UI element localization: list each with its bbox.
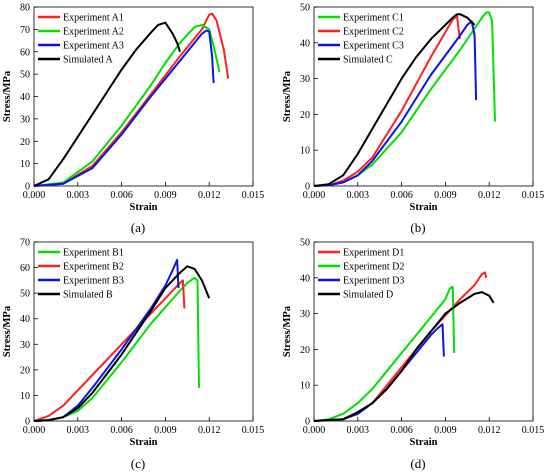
x-tick-label: 0.009 <box>434 190 457 201</box>
legend-label: Experiment B2 <box>63 262 124 273</box>
y-tick-label: 10 <box>300 381 310 392</box>
legend-label: Simulated D <box>343 290 393 301</box>
chart-panel-1: 0.000 0.003 0.006 0.009 0.012 0.015 0 10 20 30 40 5… <box>2 3 264 236</box>
chart-panel-3: 0.000 0.003 0.006 0.009 0.012 0.015 0 10 20 30 40 5… <box>2 238 264 472</box>
y-tick-label: 80 <box>20 3 30 14</box>
x-axis-title: Strain <box>129 202 157 213</box>
legend-label: Experiment D1 <box>343 248 404 259</box>
y-tick-label: 0 <box>25 417 30 428</box>
y-tick-label: 60 <box>20 47 30 58</box>
y-tick-label: 0 <box>305 417 310 428</box>
y-tick-label: 50 <box>20 70 30 81</box>
series-line-simulated-d <box>313 291 495 422</box>
y-tick-label: 10 <box>20 159 30 170</box>
x-tick-label: 0.012 <box>478 425 501 436</box>
plot-frame <box>33 241 254 422</box>
legend-label: Simulated B <box>63 290 113 301</box>
legend-label: Experiment D3 <box>343 276 404 287</box>
y-tick-label: 20 <box>20 365 30 376</box>
panel-label: (c) <box>131 456 145 471</box>
x-tick-label: 0.003 <box>67 425 90 436</box>
series-line-experiment-a3 <box>33 29 215 187</box>
chart-panel-2: 0.000 0.003 0.006 0.009 0.012 0.015 0 10 20 30 40 5… <box>282 3 544 236</box>
x-tick-label: 0.006 <box>390 190 413 201</box>
y-tick-label: 10 <box>300 146 310 157</box>
y-tick-label: 60 <box>20 263 30 274</box>
x-tick-label: 0.009 <box>154 190 177 201</box>
y-tick-label: 40 <box>300 38 310 49</box>
series-line-simulated-b <box>33 265 211 422</box>
y-tick-label: 70 <box>20 238 30 249</box>
x-tick-label: 0.000 <box>23 425 46 436</box>
y-tick-label: 0 <box>305 182 310 193</box>
y-tick-label: 20 <box>300 110 310 121</box>
y-tick-label: 10 <box>20 391 30 402</box>
x-tick-label: 0.009 <box>154 425 177 436</box>
y-axis-title: Stress/MPa <box>282 305 293 357</box>
y-tick-label: 70 <box>20 25 30 36</box>
series-line-experiment-d2 <box>313 285 456 422</box>
x-tick-label: 0.003 <box>347 425 370 436</box>
plot-frame <box>313 6 534 187</box>
x-axis-title: Strain <box>129 437 157 448</box>
y-axis-title: Stress/MPa <box>2 70 13 122</box>
legend-label: Experiment C3 <box>343 41 404 52</box>
y-tick-label: 30 <box>300 74 310 85</box>
y-tick-label: 40 <box>20 314 30 325</box>
y-tick-label: 20 <box>20 137 30 148</box>
x-axis-title: Strain <box>409 437 437 448</box>
x-tick-label: 0.006 <box>110 190 133 201</box>
y-tick-label: 30 <box>20 340 30 351</box>
panel-label: (b) <box>410 220 425 235</box>
series-line-simulated-c <box>313 13 476 187</box>
panel-label: (a) <box>131 220 145 235</box>
y-tick-label: 20 <box>300 345 310 356</box>
x-tick-label: 0.003 <box>347 190 370 201</box>
legend-label: Experiment C2 <box>343 27 404 38</box>
chart-panel-4: 0.000 0.003 0.006 0.009 0.012 0.015 0 10 20 30 40 5… <box>282 238 544 472</box>
legend-label: Experiment A3 <box>63 41 124 52</box>
y-tick-label: 40 <box>20 92 30 103</box>
y-axis-title: Stress/MPa <box>2 305 13 357</box>
series-line-experiment-c1 <box>313 11 496 187</box>
series-line-experiment-b2 <box>33 279 186 422</box>
y-tick-label: 40 <box>300 273 310 284</box>
x-tick-label: 0.006 <box>390 425 413 436</box>
x-tick-label: 0.003 <box>67 190 90 201</box>
plot-frame <box>313 241 534 422</box>
y-tick-label: 50 <box>300 3 310 14</box>
y-tick-label: 50 <box>300 238 310 249</box>
x-tick-label: 0.015 <box>242 425 265 436</box>
x-tick-label: 0.006 <box>110 425 133 436</box>
x-tick-label: 0.000 <box>303 425 326 436</box>
x-tick-label: 0.012 <box>198 190 221 201</box>
legend-label: Simulated C <box>343 55 393 66</box>
x-tick-label: 0.000 <box>303 190 326 201</box>
series-line-experiment-c2 <box>313 15 461 187</box>
legend-label: Experiment B3 <box>63 276 124 287</box>
x-tick-label: 0.009 <box>434 425 457 436</box>
x-tick-label: 0.015 <box>242 190 265 201</box>
series-line-simulated-a <box>33 21 181 187</box>
x-tick-label: 0.012 <box>198 425 221 436</box>
legend-label: Simulated A <box>63 55 114 66</box>
x-tick-label: 0.000 <box>23 190 46 201</box>
y-tick-label: 30 <box>20 114 30 125</box>
x-tick-label: 0.015 <box>522 190 545 201</box>
y-tick-label: 0 <box>25 182 30 193</box>
series-line-experiment-a1 <box>33 12 230 187</box>
y-tick-label: 30 <box>300 309 310 320</box>
x-tick-label: 0.012 <box>478 190 501 201</box>
x-axis-title: Strain <box>409 202 437 213</box>
legend-label: Experiment A1 <box>63 13 124 24</box>
y-tick-label: 50 <box>20 289 30 300</box>
panel-label: (d) <box>410 456 425 471</box>
legend-label: Experiment C1 <box>343 13 404 24</box>
x-tick-label: 0.015 <box>522 425 545 436</box>
legend-label: Experiment B1 <box>63 248 124 259</box>
legend-label: Experiment D2 <box>343 262 404 273</box>
legend-label: Experiment A2 <box>63 27 124 38</box>
y-axis-title: Stress/MPa <box>282 70 293 122</box>
